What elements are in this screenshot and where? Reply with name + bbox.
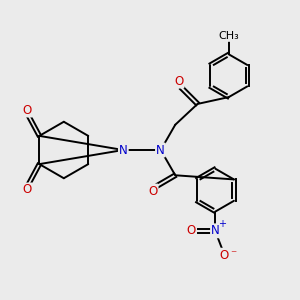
Text: O: O xyxy=(148,184,158,197)
Text: CH₃: CH₃ xyxy=(218,31,239,41)
Text: N: N xyxy=(156,143,165,157)
Text: O: O xyxy=(23,103,32,116)
Text: N: N xyxy=(119,143,128,157)
Text: N: N xyxy=(211,224,220,237)
Text: O: O xyxy=(220,249,229,262)
Text: O: O xyxy=(23,184,32,196)
Text: ⁻: ⁻ xyxy=(230,248,236,261)
Text: O: O xyxy=(186,224,196,237)
Text: O: O xyxy=(174,74,184,88)
Text: +: + xyxy=(218,219,226,229)
